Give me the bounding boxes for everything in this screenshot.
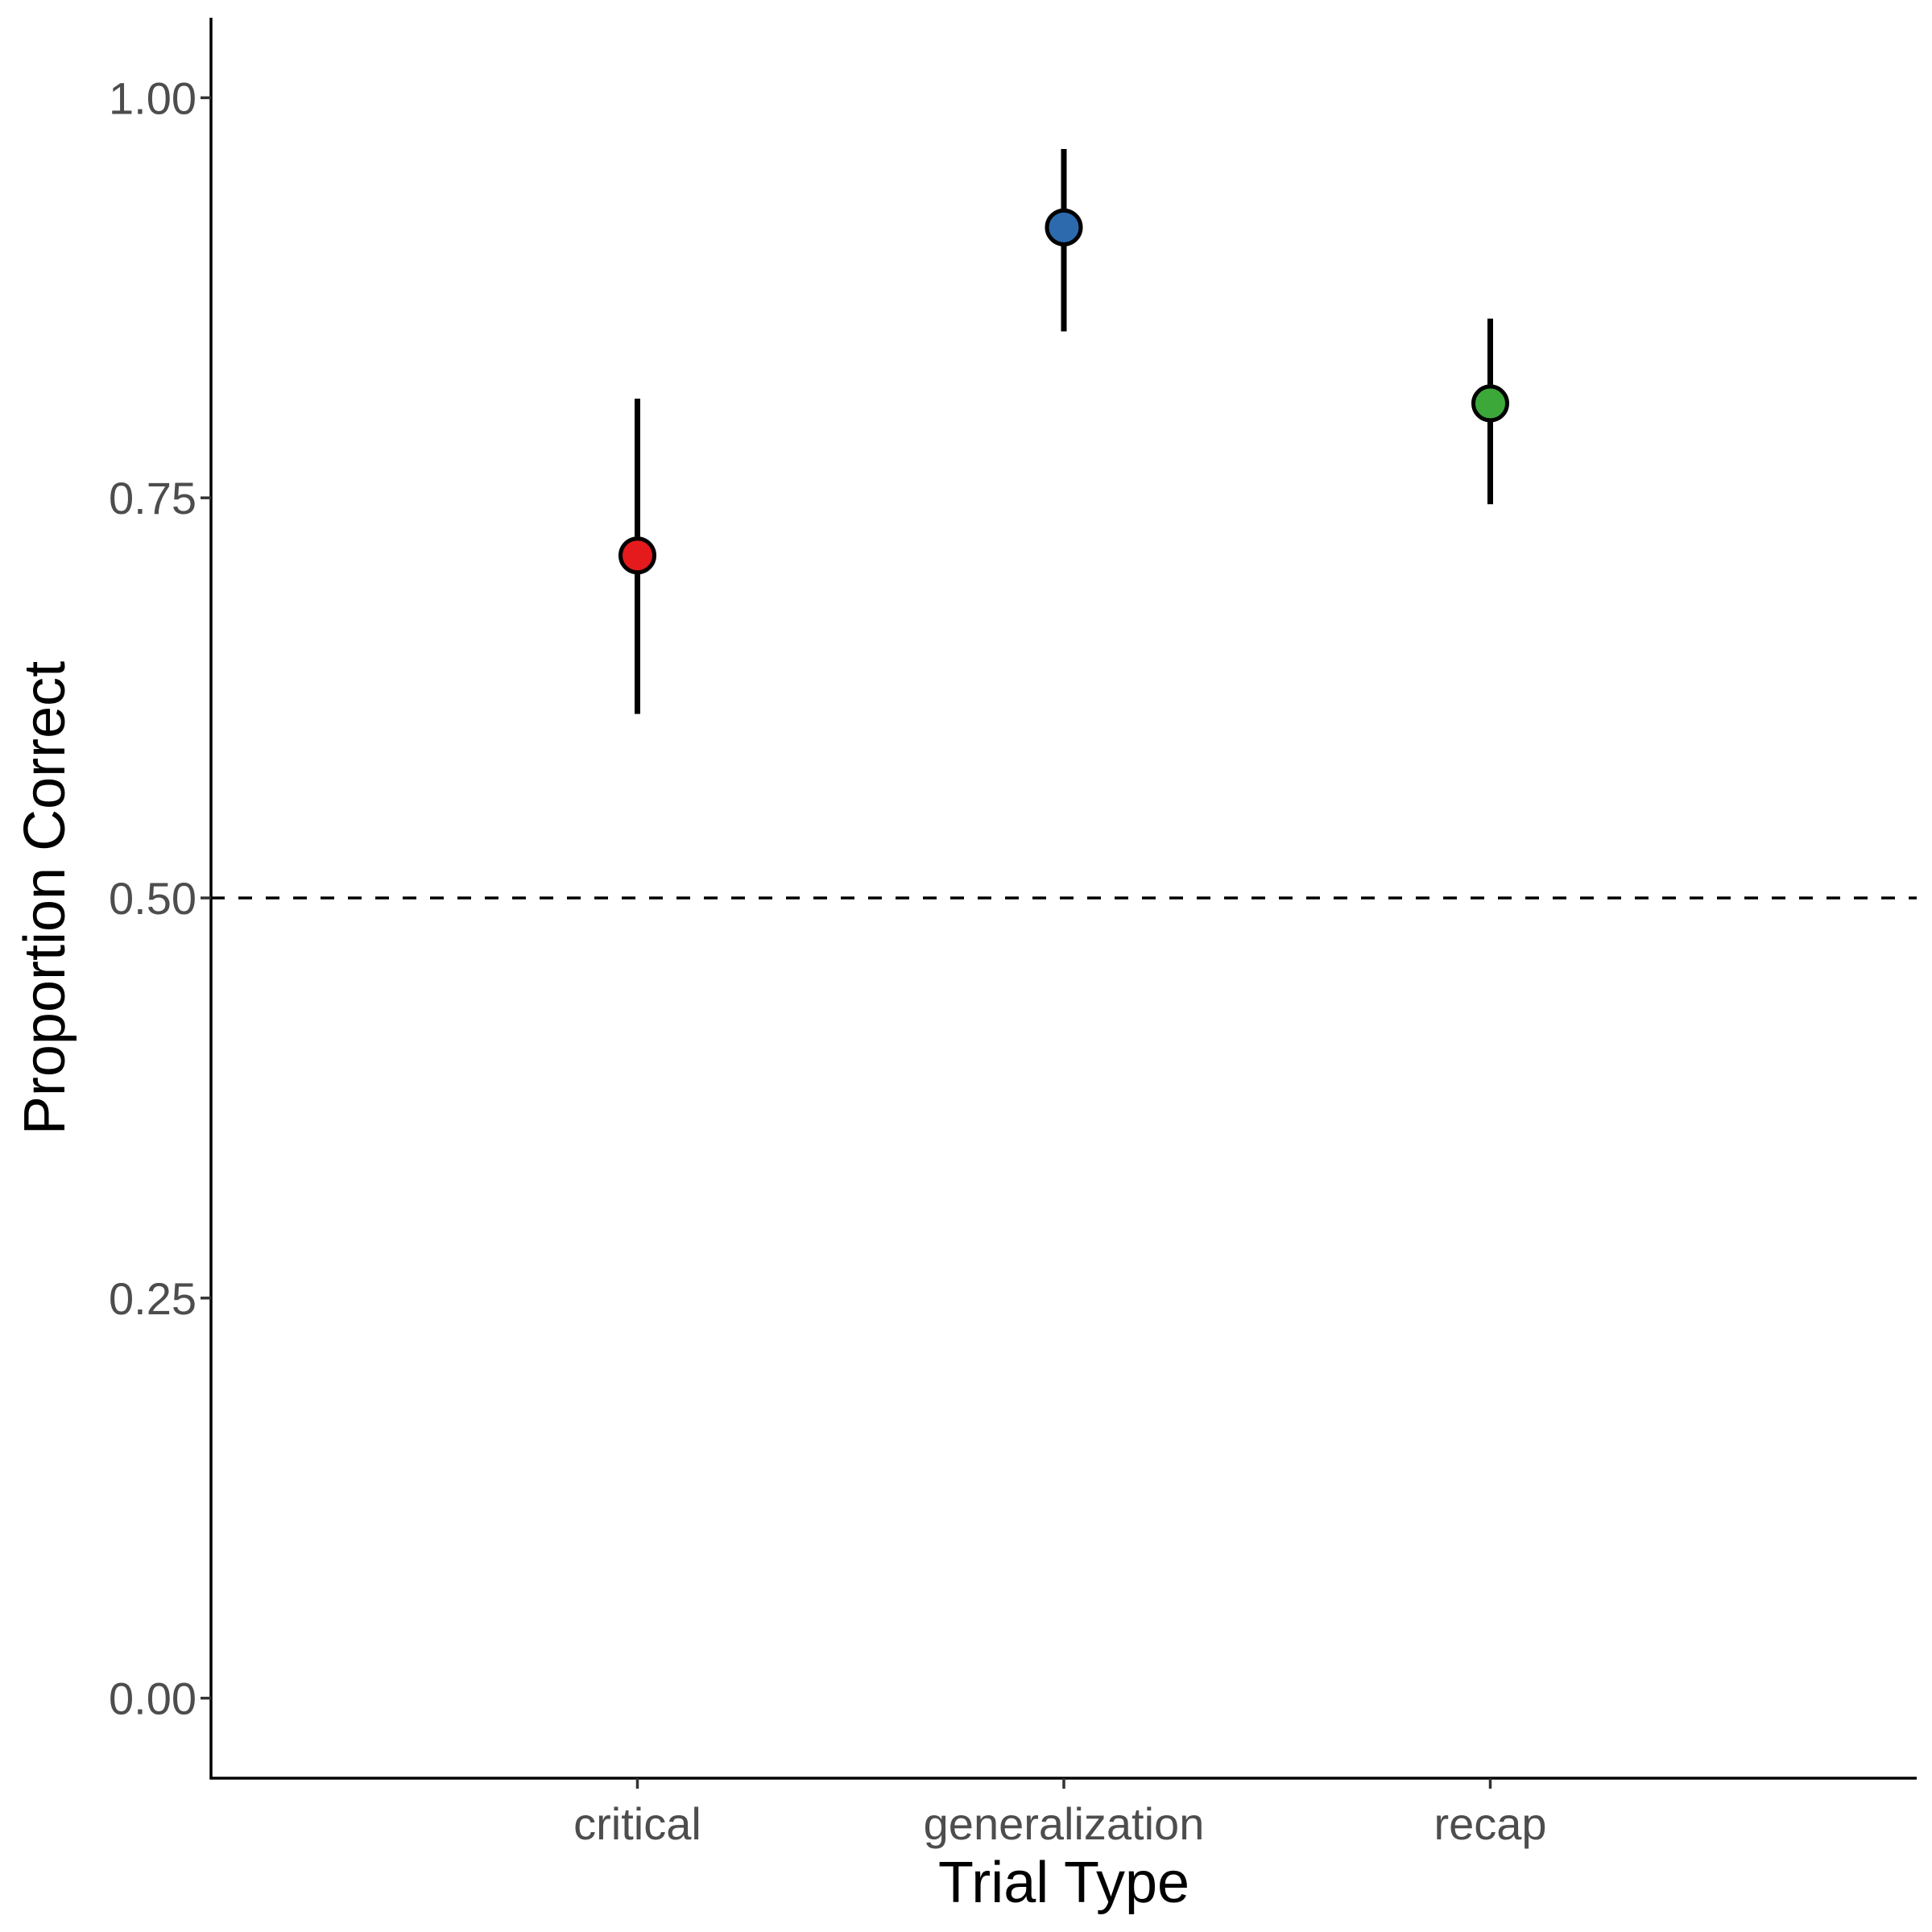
x-tick-label-critical: critical	[573, 1798, 701, 1849]
y-ticks: 0.00 0.25 0.50 0.75 1.00	[109, 72, 211, 1724]
y-tick-label: 0.25	[109, 1273, 197, 1324]
y-tick-label: 0.75	[109, 473, 197, 523]
y-tick-label: 0.50	[109, 873, 197, 924]
point-recap	[1471, 384, 1509, 423]
x-ticks: critical generalization recap	[573, 1778, 1547, 1849]
point-layer	[618, 208, 1509, 575]
x-axis-title: Trial Type	[938, 1851, 1189, 1915]
y-tick-label: 1.00	[109, 72, 197, 123]
y-axis-title: Proportion Correct	[13, 661, 77, 1135]
point-critical	[618, 536, 656, 575]
x-tick-label-recap: recap	[1433, 1798, 1546, 1849]
y-tick-label: 0.00	[109, 1673, 197, 1724]
point-generalization	[1045, 208, 1083, 246]
x-tick-label-generalization: generalization	[924, 1798, 1205, 1849]
